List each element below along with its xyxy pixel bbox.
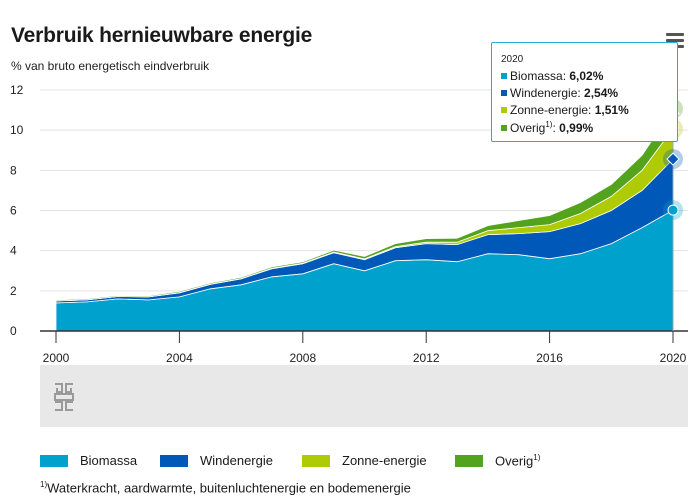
x-tick-label: 2016 bbox=[536, 351, 563, 365]
legend-footnote-marker: 1) bbox=[533, 453, 541, 462]
y-tick-label: 10 bbox=[10, 123, 24, 137]
y-tick-label: 0 bbox=[10, 324, 17, 338]
tooltip-swatch bbox=[501, 73, 507, 79]
chart-subtitle: % van bruto energetisch eindverbruik bbox=[11, 59, 210, 73]
legend-swatch bbox=[302, 455, 330, 467]
cbs-logo-icon bbox=[54, 383, 74, 411]
x-tick-label: 2004 bbox=[166, 351, 193, 365]
tooltip-row-windenergie: Windenergie: 2,54% bbox=[501, 86, 618, 100]
tooltip-year: 2020 bbox=[501, 54, 524, 65]
tooltip-swatch bbox=[501, 107, 507, 113]
tooltip-value: 1,51% bbox=[594, 103, 629, 117]
tooltip-label: Biomassa: bbox=[510, 69, 570, 83]
tooltip-row-zonne-energie: Zonne-energie: 1,51% bbox=[501, 103, 629, 117]
footnote-marker: 1) bbox=[40, 480, 48, 489]
tooltip-value: 2,54% bbox=[584, 86, 619, 100]
tooltip-swatch bbox=[501, 90, 507, 96]
legend-label: Windenergie bbox=[200, 453, 273, 468]
tooltip-row-biomassa: Biomassa: 6,02% bbox=[501, 69, 603, 83]
chart-footer-band bbox=[40, 365, 688, 427]
legend: Biomassa Windenergie Zonne-energie Overi… bbox=[0, 452, 696, 472]
tooltip-row-overig: Overig1): 0,99% bbox=[501, 120, 593, 135]
legend-swatch bbox=[160, 455, 188, 467]
legend-label-text: Overig bbox=[495, 453, 534, 469]
x-tick-label: 2020 bbox=[660, 351, 687, 365]
legend-label: Zonne-energie bbox=[342, 453, 427, 468]
legend-label: Overig1) bbox=[495, 453, 540, 468]
chart-title: Verbruik hernieuwbare energie bbox=[11, 24, 313, 47]
legend-swatch bbox=[455, 455, 483, 467]
y-tick-label: 6 bbox=[10, 204, 17, 218]
tooltip: 2020 Biomassa: 6,02% Windenergie: 2,54% … bbox=[491, 42, 678, 142]
tooltip-footnote-marker: 1) bbox=[545, 120, 553, 129]
tooltip-label-suffix: : bbox=[552, 121, 560, 135]
tooltip-swatch bbox=[501, 125, 507, 131]
tooltip-value: 6,02% bbox=[569, 69, 604, 83]
legend-swatch bbox=[40, 455, 68, 467]
y-tick-label: 2 bbox=[10, 284, 17, 298]
marker-biomassa bbox=[667, 204, 679, 216]
marker-windenergie bbox=[666, 152, 680, 166]
footnote: 1)Waterkracht, aardwarmte, buitenluchten… bbox=[40, 480, 411, 495]
x-tick-label: 2000 bbox=[43, 351, 70, 365]
y-tick-label: 8 bbox=[10, 163, 17, 177]
y-tick-label: 4 bbox=[10, 244, 17, 258]
tooltip-label: Overig bbox=[510, 121, 546, 135]
x-tick-label: 2008 bbox=[289, 351, 316, 365]
tooltip-label: Windenergie: bbox=[510, 86, 585, 100]
footnote-text: Waterkracht, aardwarmte, buitenluchtener… bbox=[47, 480, 411, 496]
y-tick-label: 12 bbox=[10, 83, 24, 97]
tooltip-label: Zonne-energie: bbox=[510, 103, 595, 117]
legend-label: Biomassa bbox=[80, 453, 138, 468]
x-tick-label: 2012 bbox=[413, 351, 440, 365]
tooltip-value: 0,99% bbox=[559, 121, 594, 135]
